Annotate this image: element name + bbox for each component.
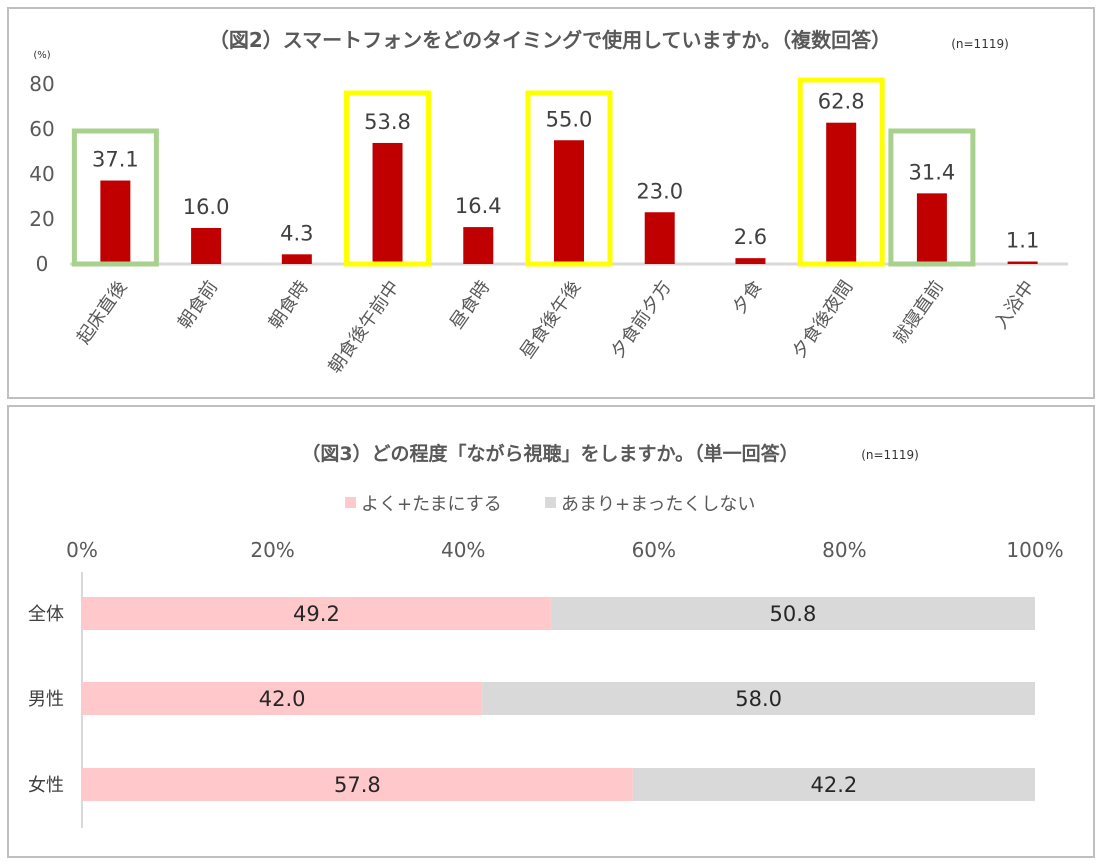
highlight-box-yellow	[525, 90, 613, 267]
data-label: 2.6	[734, 225, 767, 249]
bar	[916, 193, 947, 264]
chart2-plot: よく+たまにする あまり+まったくしない 0% 20% 40% 60% 80% 100% 全体 4…	[28, 494, 1064, 828]
legend-swatch	[545, 497, 556, 508]
chart1-note: (n=1119)	[951, 37, 1009, 51]
bar	[735, 258, 766, 264]
data-label: 1.1	[1006, 229, 1039, 253]
bar	[191, 228, 222, 264]
chart1-title: （図2）スマートフォンをどのタイミングで使用していますか。（複数回答）	[209, 28, 891, 52]
bar-segment	[82, 597, 551, 630]
chart1-frame	[7, 7, 1095, 399]
data-label: 16.4	[455, 194, 502, 218]
chart2-title: （図3）どの程度「ながら視聴」をしますか。（単一回答）	[301, 442, 798, 465]
legend-label: よく+たまにする	[361, 494, 502, 515]
x-tick-label: 80%	[822, 538, 866, 562]
data-label: 50.8	[770, 602, 817, 626]
chart1-ylabel: (%)	[33, 50, 50, 61]
chart2-note: (n=1119)	[861, 448, 919, 462]
bar	[463, 227, 494, 264]
x-tick-label: 100%	[1006, 538, 1063, 562]
highlight-box-green	[888, 128, 976, 267]
x-tick-label: 60%	[632, 538, 676, 562]
bar-segment	[82, 682, 483, 715]
data-label: 4.3	[280, 221, 313, 245]
bar	[1007, 261, 1038, 264]
y-tick-label: 20	[29, 207, 54, 231]
x-tick-label: 40%	[441, 538, 485, 562]
bar	[554, 140, 584, 264]
y-tick-label: 60	[29, 117, 54, 141]
data-label: 62.8	[818, 90, 865, 114]
data-label: 16.0	[183, 195, 230, 219]
bar-segment	[550, 597, 1035, 630]
data-label: 42.2	[811, 773, 858, 797]
data-label: 31.4	[909, 160, 956, 184]
data-label: 58.0	[735, 687, 782, 711]
data-label: 49.2	[293, 602, 340, 626]
bar-segment	[482, 682, 1035, 715]
data-label: 42.0	[259, 687, 306, 711]
y-tick-label: 女性	[28, 775, 64, 796]
data-label: 55.0	[546, 107, 593, 131]
x-tick-label: 20%	[250, 538, 294, 562]
legend-swatch	[345, 497, 356, 508]
bar	[644, 212, 675, 264]
bar	[372, 142, 403, 264]
highlight-box-yellow	[344, 90, 432, 267]
legend-label: あまり+まったくしない	[561, 494, 755, 515]
y-tick-label: 40	[29, 162, 54, 186]
data-label: 23.0	[636, 179, 683, 203]
y-tick-label: 男性	[28, 689, 64, 710]
y-tick-label: 全体	[28, 604, 64, 625]
y-tick-label: 80	[29, 72, 54, 96]
data-label: 57.8	[334, 773, 381, 797]
bar	[281, 254, 312, 264]
bar	[826, 122, 857, 264]
data-label: 53.8	[364, 110, 411, 134]
y-tick-label: 0	[36, 252, 49, 276]
data-label: 37.1	[92, 148, 139, 172]
bar	[100, 180, 131, 264]
x-tick-label: 0%	[66, 538, 98, 562]
bar-segment	[82, 768, 633, 801]
bar-segment	[632, 768, 1035, 801]
highlight-box-green	[71, 128, 159, 267]
highlight-box-yellow	[797, 77, 885, 267]
